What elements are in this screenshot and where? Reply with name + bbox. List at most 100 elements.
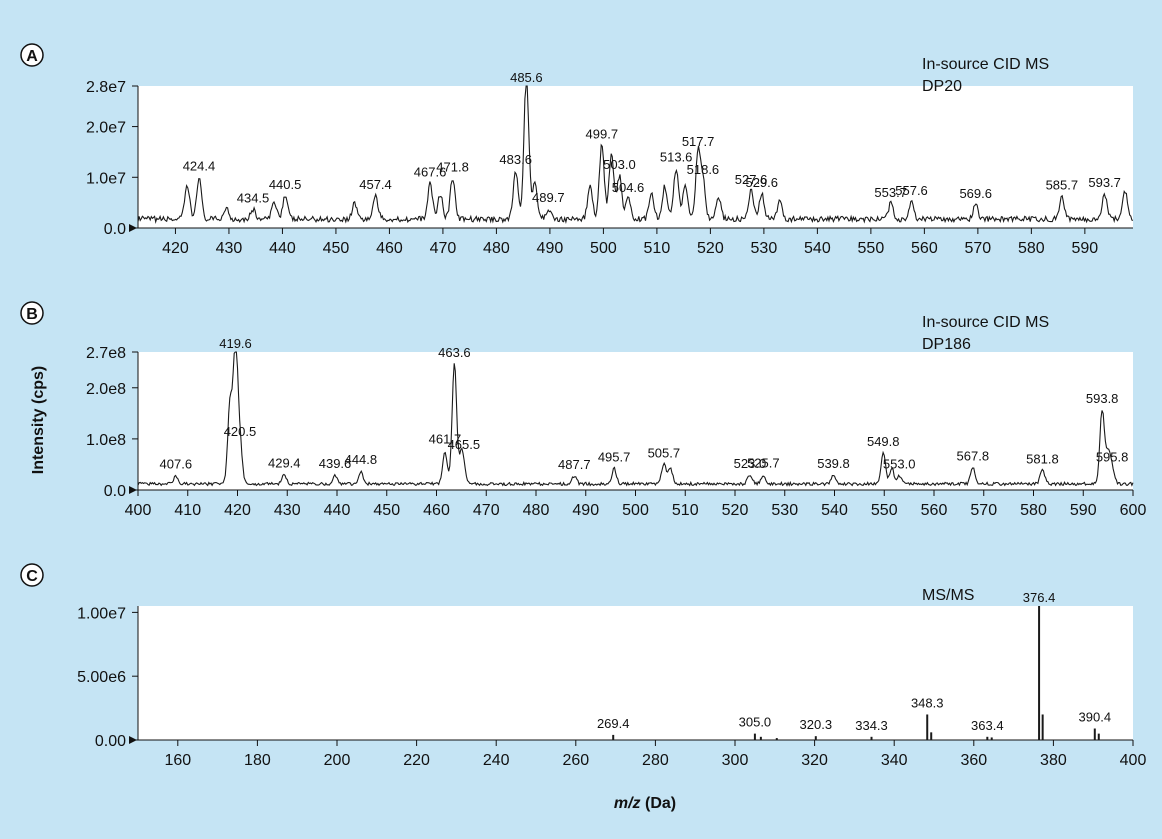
peak-label: 439.6	[319, 456, 352, 471]
peak-label: 444.8	[345, 452, 378, 467]
y-axis-title-text: Intensity (cps)	[30, 366, 47, 474]
corner-label: In-source CID MS	[922, 56, 1049, 73]
x-tick-label: 480	[483, 240, 510, 257]
x-tick-label: 430	[216, 240, 243, 257]
x-tick-label: 590	[1072, 240, 1099, 257]
peak-label: 269.4	[597, 716, 630, 731]
panels: A In-source CID MS DP20 0.0 1.0e7 2.0e7 2.8e7 4…	[20, 43, 1146, 769]
peak-label: 424.4	[183, 159, 216, 174]
panel-badge-circle	[20, 43, 44, 67]
plot-area	[138, 352, 1133, 490]
corner-label: DP20	[922, 78, 962, 95]
x-tick-label: 500	[590, 240, 617, 257]
x-tick-label: 430	[274, 502, 301, 519]
x-tick-label: 520	[697, 240, 724, 257]
peak-label: 525.7	[747, 456, 780, 471]
x-tick-label: 530	[751, 240, 778, 257]
peak-label: 553.7	[874, 185, 907, 200]
peak-label: 585.7	[1046, 177, 1079, 192]
peak-label: 348.3	[911, 695, 944, 710]
peak-label: 593.8	[1086, 391, 1119, 406]
peak-label: 505.7	[648, 445, 681, 460]
x-tick-label: 570	[970, 502, 997, 519]
peak-label: 523.0	[734, 456, 767, 471]
peak-label: 485.6	[510, 70, 543, 85]
peak-label: 517.7	[682, 134, 715, 149]
y-tick-label: 2.8e7	[86, 79, 126, 96]
x-tick-label: 160	[164, 752, 191, 769]
x-tick-label: 460	[376, 240, 403, 257]
peak-label: 420.5	[224, 424, 257, 439]
x-tick-label: 480	[523, 502, 550, 519]
x-tick-label: 450	[373, 502, 400, 519]
peak-label: 567.8	[957, 449, 990, 464]
panel-badge: B	[20, 301, 44, 325]
y-tick-label: 1.0e8	[86, 432, 126, 449]
corner-label: MS/MS	[922, 587, 974, 604]
plot-area	[138, 606, 1133, 740]
x-tick-label: 440	[324, 502, 351, 519]
panel-badge-letter: C	[26, 568, 38, 585]
x-tick-label: 410	[174, 502, 201, 519]
x-axis-title: m/z (Da)	[614, 795, 676, 812]
peak-label: 549.8	[867, 434, 900, 449]
peak-label: 593.7	[1088, 175, 1121, 190]
x-tick-label: 360	[960, 752, 987, 769]
y-tick-label: 2.0e7	[86, 120, 126, 137]
x-tick-label: 580	[1020, 502, 1047, 519]
peak-label: 334.3	[855, 718, 888, 733]
x-tick-label: 220	[403, 752, 430, 769]
peak-label: 461.7	[429, 432, 462, 447]
peak-label: 463.6	[438, 345, 471, 360]
x-tick-label: 340	[881, 752, 908, 769]
peak-label: 390.4	[1079, 710, 1112, 725]
x-tick-label: 420	[162, 240, 189, 257]
peak-label: 527.6	[735, 172, 768, 187]
x-tick-label: 540	[804, 240, 831, 257]
peak-label: 320.3	[800, 717, 833, 732]
panel-b: B In-source CID MS DP186 0.0 1.0e8 2.0e8 2.7e8…	[20, 301, 1146, 519]
x-tick-label: 490	[572, 502, 599, 519]
corner-label: DP186	[922, 336, 971, 353]
spectrum-trace	[137, 85, 1134, 224]
x-tick-label: 460	[423, 502, 450, 519]
x-tick-label: 510	[672, 502, 699, 519]
spectrum-trace	[137, 351, 1134, 487]
peak-label: 429.4	[268, 456, 301, 471]
x-tick-label: 500	[622, 502, 649, 519]
peak-label: 529.6	[745, 175, 778, 190]
peak-label: 513.6	[660, 149, 693, 164]
y-tick-label: 5.00e6	[77, 669, 126, 686]
x-tick-label: 280	[642, 752, 669, 769]
x-tick-label: 380	[1040, 752, 1067, 769]
peak-label: 407.6	[160, 457, 193, 472]
x-tick-label: 260	[562, 752, 589, 769]
peak-label: 434.5	[237, 190, 270, 205]
peak-label: 495.7	[598, 450, 631, 465]
y-tick-label: 1.00e7	[77, 605, 126, 622]
panel-badge-circle	[20, 563, 44, 587]
x-tick-label: 550	[858, 240, 885, 257]
y-axis-title: Intensity (cps)	[30, 366, 47, 474]
peak-label: 419.6	[219, 336, 252, 351]
x-tick-label: 560	[921, 502, 948, 519]
x-tick-label: 200	[324, 752, 351, 769]
panel-a: A In-source CID MS DP20 0.0 1.0e7 2.0e7 2.8e7 4…	[20, 43, 1134, 257]
peak-label: 305.0	[739, 715, 772, 730]
x-tick-label: 560	[911, 240, 938, 257]
peak-label: 440.5	[269, 177, 302, 192]
x-tick-label: 470	[430, 240, 457, 257]
peak-label: 557.6	[895, 183, 928, 198]
x-tick-label: 180	[244, 752, 271, 769]
peak-label: 483.6	[499, 152, 532, 167]
peak-label: 518.6	[687, 162, 720, 177]
y-tick-label: 0.0	[104, 483, 126, 500]
panel-badge: A	[20, 43, 44, 67]
peak-label: 581.8	[1026, 452, 1059, 467]
peak-label: 553.0	[883, 457, 916, 472]
panel-c: C MS/MS 0.00 5.00e6 1.00e7 160 180 200 220 240 260…	[20, 563, 1146, 769]
x-tick-label: 300	[722, 752, 749, 769]
peak-label: 499.7	[586, 127, 619, 142]
peak-label: 471.8	[436, 160, 469, 175]
